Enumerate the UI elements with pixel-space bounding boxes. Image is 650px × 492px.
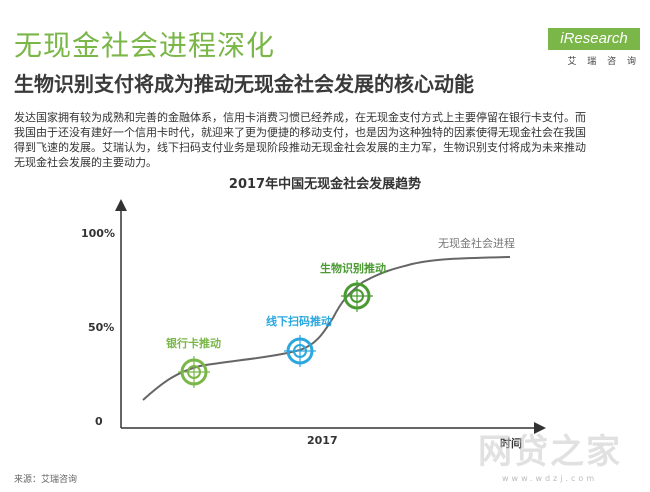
intro-line: 得到飞速的发展。艾瑞认为，线下扫码支付业务是现阶段推动无现金社会发展的主力军，生… <box>14 141 586 154</box>
intro-line: 发达国家拥有较为成熟和完善的金融体系，信用卡消费习惯已经养成，在无现金支付方式上… <box>14 111 586 124</box>
y-tick-label: 0 <box>95 415 103 428</box>
target-icon <box>284 335 316 367</box>
page-title: 无现金社会进程深化 <box>14 29 276 62</box>
y-tick-label: 50% <box>88 321 114 334</box>
intro-paragraph: 发达国家拥有较为成熟和完善的金融体系，信用卡消费习惯已经养成，在无现金支付方式上… <box>14 110 636 170</box>
target-icon <box>341 280 373 312</box>
milestone-label-bank-card: 银行卡推动 <box>166 336 221 350</box>
x-axis-label: 时间 <box>500 436 522 450</box>
curve-label: 无现金社会进程 <box>438 236 515 250</box>
x-tick-label: 2017 <box>307 434 338 447</box>
diagram-title: 2017年中国无现金社会发展趋势 <box>228 177 422 192</box>
intro-line: 无现金社会发展的主要动力。 <box>14 156 157 169</box>
target-icon <box>178 356 210 388</box>
watermark: 网贷之家 <box>478 432 622 472</box>
milestone-label-offline-qr: 线下扫码推动 <box>266 314 332 328</box>
logo-text: iResearch <box>548 28 640 50</box>
milestone-label-biometric: 生物识别推动 <box>320 261 386 275</box>
watermark-url: www.wdzj.com <box>502 474 598 483</box>
iresearch-logo: iResearch 艾 瑞 咨 询 <box>548 28 640 70</box>
y-tick-label: 100% <box>81 227 115 240</box>
source-note: 来源：艾瑞咨询 <box>14 475 78 485</box>
page-subtitle: 生物识别支付将成为推动无现金社会发展的核心动能 <box>14 72 474 96</box>
logo-cn: 艾 瑞 咨 询 <box>567 57 640 67</box>
trend-curve <box>142 256 511 401</box>
intro-line: 我国由于还没有建好一个信用卡时代，就迎来了更为便捷的移动支付，也是因为这种独特的… <box>14 126 586 139</box>
